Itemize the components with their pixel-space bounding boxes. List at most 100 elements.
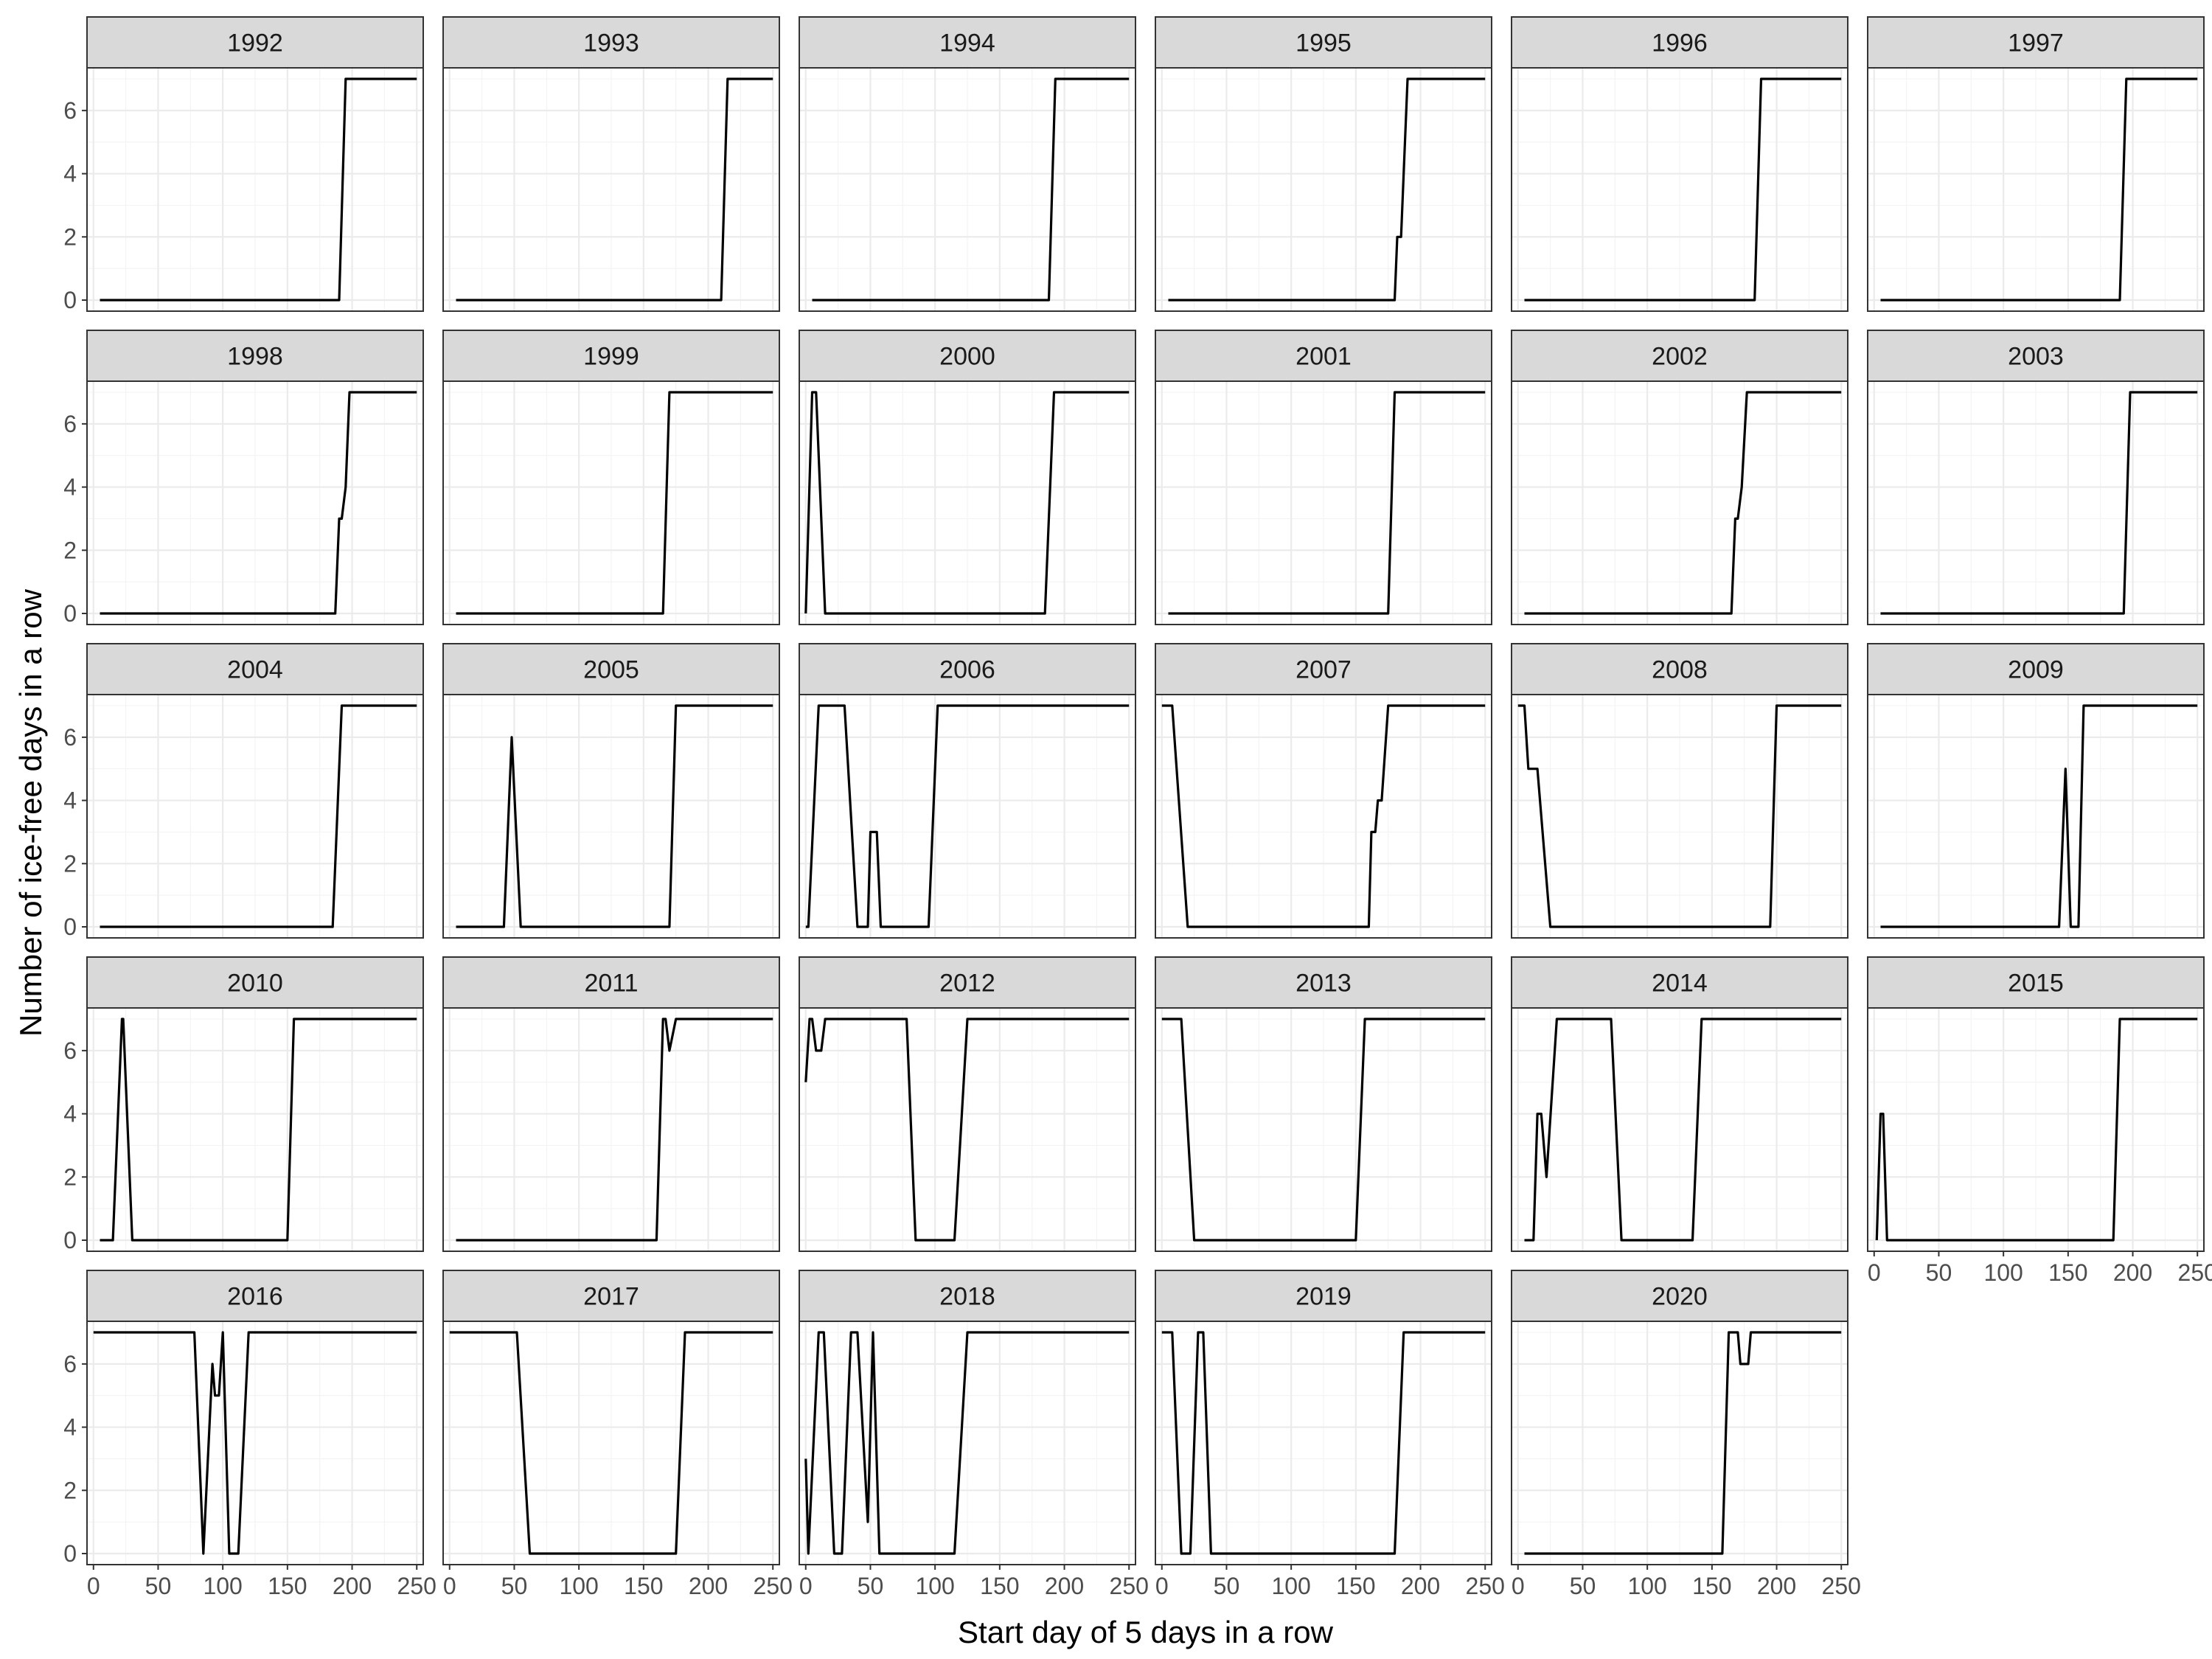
- series-line-2009: [1880, 704, 2198, 928]
- facet-strip-label: 1995: [1295, 29, 1352, 58]
- facet-panel: 1994: [799, 16, 1136, 312]
- y-tick-label: 2: [63, 1477, 77, 1503]
- facet-strip: [1511, 1270, 1848, 1322]
- panel-border: [86, 1007, 424, 1252]
- panel-border: [442, 1007, 780, 1252]
- facet-strip: [442, 330, 780, 382]
- facet-strip-label: 2019: [1295, 1283, 1352, 1311]
- panel-border: [442, 380, 780, 625]
- facet-strip-label: 1993: [583, 29, 639, 58]
- facet-panel: 2011: [442, 956, 780, 1252]
- facet-strip-label: 2017: [583, 1283, 639, 1311]
- facet-panel: 2009: [1867, 643, 2205, 939]
- series-line-1996: [1524, 77, 1842, 302]
- facet-panel: 2012: [799, 956, 1136, 1252]
- facet-strip-label: 2002: [1652, 343, 1708, 371]
- facet-strip-label: 2006: [939, 656, 995, 684]
- x-tick-label: 200: [689, 1573, 728, 1599]
- y-tick-label: 2: [63, 537, 77, 563]
- x-tick-label: 200: [1757, 1573, 1796, 1599]
- facet-strip-label: 1999: [583, 343, 639, 371]
- y-tick-label: 0: [63, 914, 77, 940]
- panel-border: [442, 67, 780, 312]
- facet-panel: 1997: [1867, 16, 2205, 312]
- facet-panel: 2008: [1511, 643, 1848, 939]
- x-tick-label: 0: [799, 1573, 813, 1599]
- series-line-1999: [456, 391, 773, 615]
- series-line-2000: [804, 391, 1130, 615]
- facet-panel: 2007: [1155, 643, 1492, 939]
- x-axis-title: Start day of 5 days in a row: [958, 1615, 1334, 1649]
- x-tick-label: 50: [145, 1573, 172, 1599]
- x-tick-label: 200: [1401, 1573, 1440, 1599]
- panel-border: [1155, 1321, 1492, 1565]
- panel-border: [1867, 694, 2205, 939]
- facet-panel: 1999: [442, 330, 780, 625]
- panel-border: [442, 694, 780, 939]
- facet-strip: [1511, 956, 1848, 1009]
- x-tick-label: 0: [1868, 1259, 1881, 1286]
- series-line-2015: [1875, 1018, 2198, 1242]
- x-tick-label: 150: [980, 1573, 1019, 1599]
- series-line-2017: [449, 1331, 773, 1555]
- facet-panel: 2000: [799, 330, 1136, 625]
- panel-border: [799, 67, 1136, 312]
- y-tick-label: 6: [63, 1351, 77, 1377]
- facet-panel: 2016 0 2 4 6 0 50 100 150 200 250: [63, 1270, 437, 1599]
- facet-panel: 2006: [799, 643, 1136, 939]
- series-line-1992: [100, 77, 417, 302]
- x-tick-label: 100: [915, 1573, 954, 1599]
- facet-panel: 2014: [1511, 956, 1848, 1252]
- x-tick-label: 100: [203, 1573, 242, 1599]
- panel-border: [1511, 1321, 1848, 1565]
- facet-panel: 1996: [1511, 16, 1848, 312]
- panel-border: [1511, 694, 1848, 939]
- y-tick-label: 4: [63, 787, 77, 814]
- x-tick-label: 0: [1155, 1573, 1169, 1599]
- y-tick-label: 4: [63, 1101, 77, 1127]
- facet-panel: 1998 0 2 4 6: [63, 330, 424, 627]
- facet-strip-label: 2011: [584, 970, 638, 998]
- panel-border: [1867, 380, 2205, 625]
- y-tick-label: 6: [63, 97, 77, 124]
- y-tick-label: 4: [63, 474, 77, 501]
- x-tick-label: 0: [87, 1573, 100, 1599]
- panel-border: [86, 67, 424, 312]
- series-line-2018: [804, 1331, 1130, 1555]
- facet-panel: 2004 0 2 4 6: [63, 643, 424, 940]
- facet-strip: [1155, 16, 1492, 69]
- y-tick-label: 0: [63, 600, 77, 627]
- y-axis-title: Number of ice-free days in a row: [13, 588, 48, 1037]
- y-tick-label: 2: [63, 850, 77, 877]
- y-tick-label: 0: [63, 287, 77, 313]
- facet-strip-label: 2012: [939, 970, 995, 998]
- facet-strip: [1867, 643, 2205, 695]
- facet-strip-label: 2004: [227, 656, 283, 684]
- panel-border: [86, 694, 424, 939]
- facet-strip: [1511, 16, 1848, 69]
- panel-border: [1867, 1007, 2205, 1252]
- panel-border: [1867, 67, 2205, 312]
- y-tick-label: 6: [63, 1037, 77, 1064]
- y-tick-label: 6: [63, 411, 77, 437]
- x-tick-label: 250: [1466, 1573, 1505, 1599]
- x-tick-label: 150: [1336, 1573, 1375, 1599]
- series-line-2007: [1161, 704, 1486, 928]
- facet-strip: [799, 330, 1136, 382]
- series-line-1998: [100, 391, 417, 615]
- panel-border: [1155, 67, 1492, 312]
- facet-panel: 2015 0 50 100 150 200 250: [1867, 956, 2212, 1286]
- series-line-2014: [1524, 1018, 1842, 1242]
- x-tick-label: 250: [2178, 1259, 2212, 1286]
- panel-border: [1511, 67, 1848, 312]
- series-line-2005: [456, 704, 773, 928]
- facet-strip: [1867, 330, 2205, 382]
- series-line-2002: [1524, 391, 1842, 615]
- facet-panel: 2018 0 50 100 150 200 250: [799, 1270, 1149, 1599]
- x-tick-label: 250: [1110, 1573, 1149, 1599]
- facet-panel: 1995: [1155, 16, 1492, 312]
- facet-strip-label: 2014: [1652, 970, 1708, 998]
- facet-panel: 2010 0 2 4 6: [63, 956, 424, 1253]
- x-tick-label: 0: [443, 1573, 456, 1599]
